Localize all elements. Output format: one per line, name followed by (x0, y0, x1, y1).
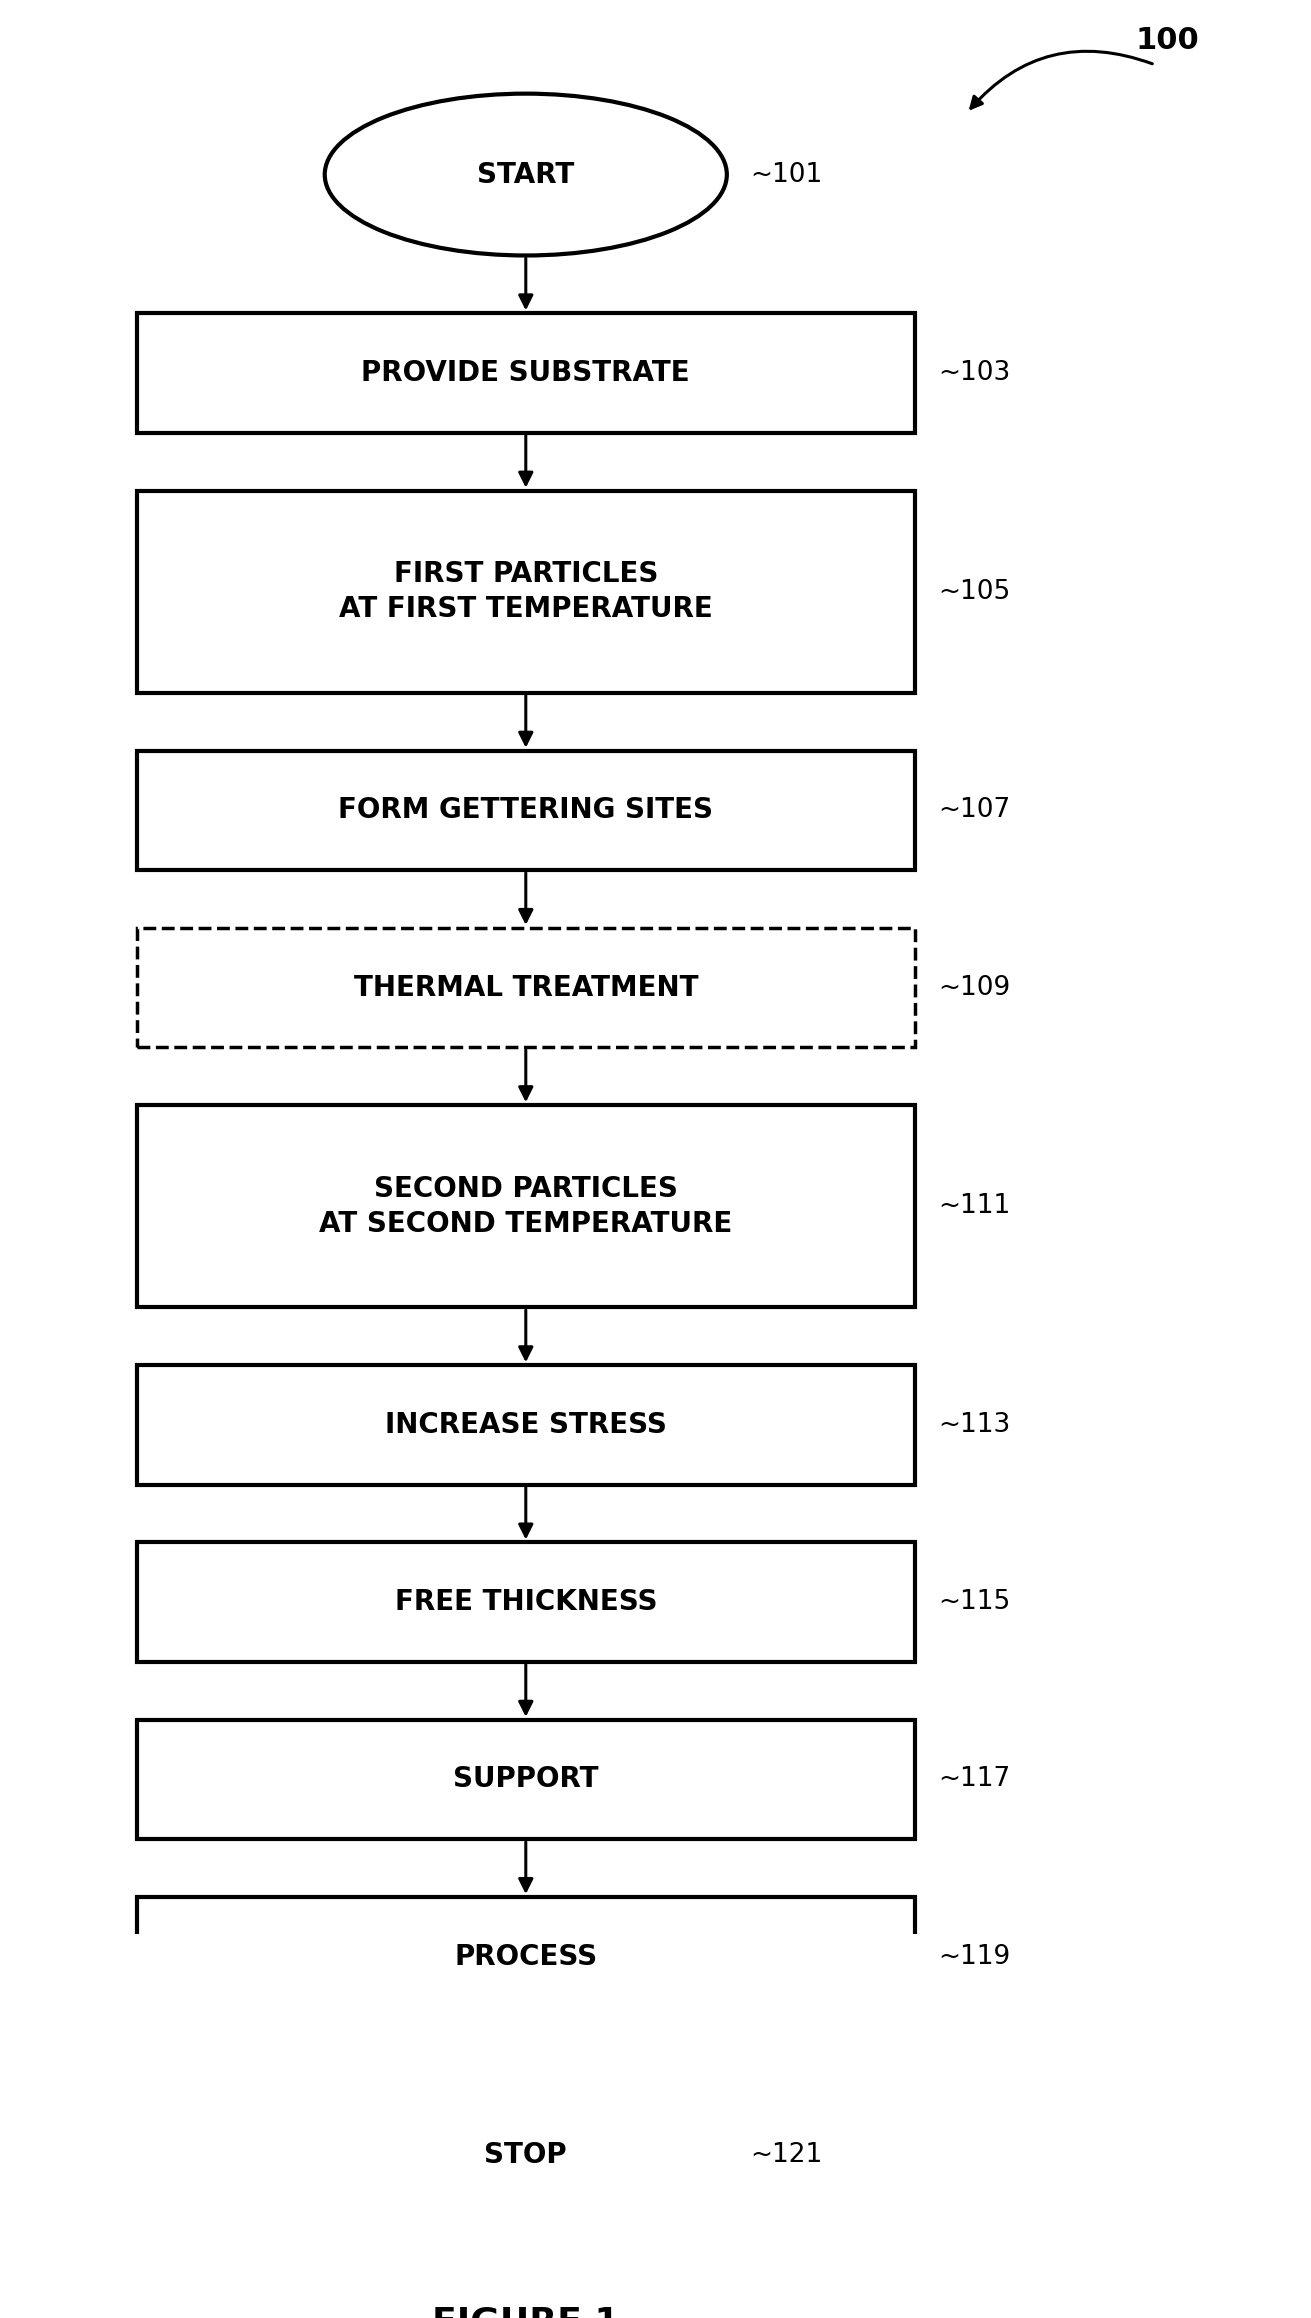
Text: ~107: ~107 (939, 797, 1011, 823)
Text: THERMAL TREATMENT: THERMAL TREATMENT (354, 974, 697, 1001)
Text: STOP: STOP (485, 2142, 568, 2170)
Text: ~113: ~113 (939, 1412, 1011, 1437)
FancyBboxPatch shape (136, 927, 915, 1048)
FancyBboxPatch shape (136, 1720, 915, 1838)
Text: ~109: ~109 (939, 974, 1011, 1001)
Text: FREE THICKNESS: FREE THICKNESS (395, 1588, 657, 1616)
Text: START: START (477, 160, 574, 188)
Text: SUPPORT: SUPPORT (454, 1766, 599, 1794)
FancyBboxPatch shape (136, 1106, 915, 1307)
FancyBboxPatch shape (136, 1541, 915, 1662)
Text: ~103: ~103 (939, 359, 1011, 387)
Text: ~119: ~119 (939, 1942, 1011, 1970)
Text: FIGURE 1: FIGURE 1 (433, 2306, 620, 2318)
Ellipse shape (325, 93, 726, 255)
FancyBboxPatch shape (136, 1365, 915, 1484)
Text: FIRST PARTICLES
AT FIRST TEMPERATURE: FIRST PARTICLES AT FIRST TEMPERATURE (340, 561, 713, 624)
Text: PROCESS: PROCESS (454, 1942, 598, 1970)
FancyBboxPatch shape (136, 1896, 915, 2017)
Text: FORM GETTERING SITES: FORM GETTERING SITES (338, 797, 713, 825)
Text: ~111: ~111 (939, 1194, 1011, 1219)
FancyBboxPatch shape (136, 313, 915, 433)
Ellipse shape (325, 2075, 726, 2237)
Text: ~115: ~115 (939, 1590, 1011, 1616)
Text: PROVIDE SUBSTRATE: PROVIDE SUBSTRATE (362, 359, 690, 387)
Text: SECOND PARTICLES
AT SECOND TEMPERATURE: SECOND PARTICLES AT SECOND TEMPERATURE (319, 1175, 733, 1238)
Text: ~105: ~105 (939, 580, 1011, 605)
Text: INCREASE STRESS: INCREASE STRESS (385, 1412, 667, 1439)
FancyBboxPatch shape (136, 751, 915, 869)
Text: ~117: ~117 (939, 1766, 1011, 1792)
Text: ~101: ~101 (750, 162, 822, 188)
Text: 100: 100 (1137, 25, 1200, 56)
FancyBboxPatch shape (136, 491, 915, 693)
Text: ~121: ~121 (750, 2142, 822, 2167)
